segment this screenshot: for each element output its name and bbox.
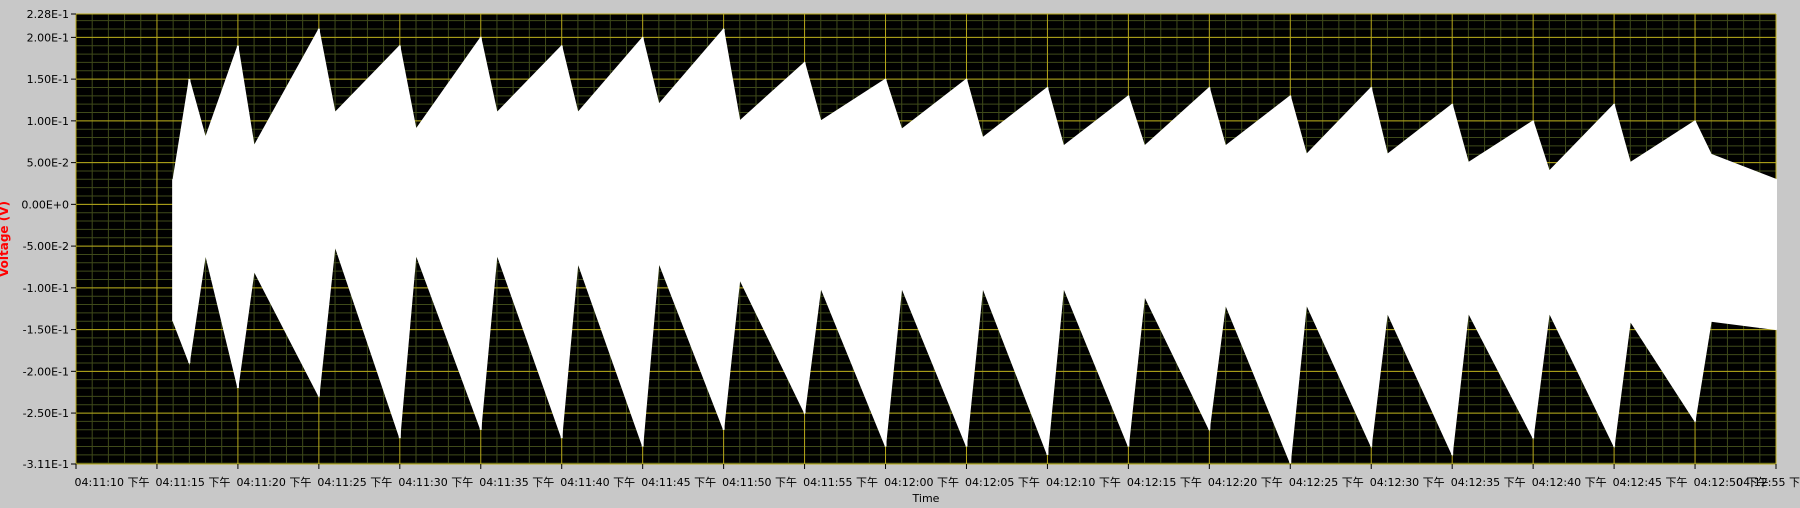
- waveform-series: [172, 27, 1777, 464]
- x-axis-label: Time: [912, 492, 940, 504]
- x-tick-label: 04:11:10 下午: [75, 476, 150, 489]
- x-tick-label: 04:11:20 下午: [236, 476, 311, 489]
- x-tick-label: 04:12:05 下午: [965, 476, 1040, 489]
- x-tick-label: 04:12:55 下: [1736, 476, 1800, 489]
- x-tick-label: 04:11:50 下午: [722, 476, 797, 489]
- y-tick-label: -2.50E-1: [23, 407, 69, 420]
- y-tick-label: -2.00E-1: [23, 365, 69, 378]
- y-tick-label: -1.50E-1: [23, 324, 69, 337]
- x-tick-label: 04:11:40 下午: [560, 476, 635, 489]
- x-tick-label: 04:12:45 下午: [1613, 476, 1688, 489]
- y-axis-ticks: 2.28E-1 2.00E-1 1.50E-1 1.00E-1 5.00E-2 0.00E…: [21, 8, 76, 471]
- x-tick-label: 04:12:40 下午: [1532, 476, 1607, 489]
- x-axis-ticks: 04:11:10 下午 04:11:15 下午 04:11:20 下午 04:11:2…: [75, 464, 1800, 489]
- y-axis-label: Voltage (V): [0, 201, 11, 277]
- y-tick-label: -5.00E-2: [23, 240, 69, 253]
- y-tick-label: -3.11E-1: [23, 458, 69, 471]
- x-tick-label: 04:12:10 下午: [1046, 476, 1121, 489]
- x-tick-label: 04:12:15 下午: [1127, 476, 1202, 489]
- y-tick-label: 5.00E-2: [27, 157, 69, 170]
- x-tick-label: 04:12:20 下午: [1208, 476, 1283, 489]
- x-tick-label: 04:12:35 下午: [1451, 476, 1526, 489]
- x-tick-label: 04:12:30 下午: [1370, 476, 1445, 489]
- x-tick-label: 04:11:15 下午: [155, 476, 230, 489]
- x-tick-label: 04:12:00 下午: [884, 476, 959, 489]
- x-tick-label: 04:11:35 下午: [479, 476, 554, 489]
- y-tick-label: 1.00E-1: [27, 115, 69, 128]
- x-tick-label: 04:11:55 下午: [803, 476, 878, 489]
- x-tick-label: 04:11:30 下午: [398, 476, 473, 489]
- x-tick-label: 04:12:25 下午: [1289, 476, 1364, 489]
- x-tick-label: 04:11:25 下午: [317, 476, 392, 489]
- y-tick-label: 0.00E+0: [21, 198, 69, 211]
- y-tick-label: 2.28E-1: [27, 8, 69, 21]
- x-tick-label: 04:12:50 下午: [1694, 476, 1769, 489]
- y-tick-label: -1.00E-1: [23, 282, 69, 295]
- x-tick-label: 04:11:45 下午: [641, 476, 716, 489]
- y-tick-label: 2.00E-1: [27, 31, 69, 44]
- y-tick-label: 1.50E-1: [27, 73, 69, 86]
